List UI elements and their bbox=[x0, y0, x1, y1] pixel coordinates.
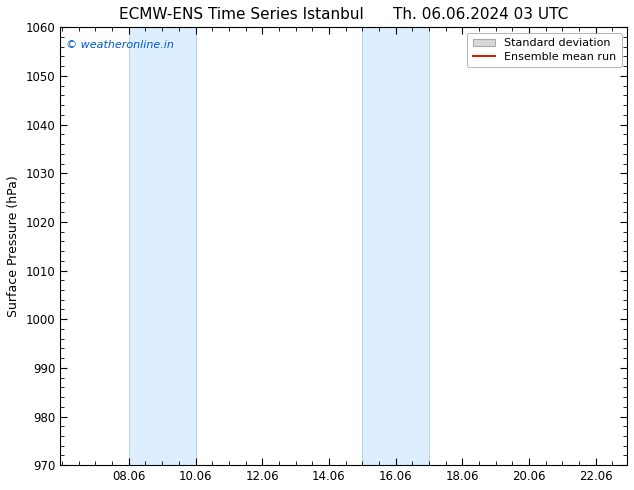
Legend: Standard deviation, Ensemble mean run: Standard deviation, Ensemble mean run bbox=[467, 33, 621, 67]
Title: ECMW-ENS Time Series Istanbul      Th. 06.06.2024 03 UTC: ECMW-ENS Time Series Istanbul Th. 06.06.… bbox=[119, 7, 568, 22]
Bar bbox=[362, 27, 429, 465]
Bar bbox=[129, 27, 195, 465]
Text: © weatheronline.in: © weatheronline.in bbox=[66, 40, 174, 50]
Y-axis label: Surface Pressure (hPa): Surface Pressure (hPa) bbox=[7, 175, 20, 317]
